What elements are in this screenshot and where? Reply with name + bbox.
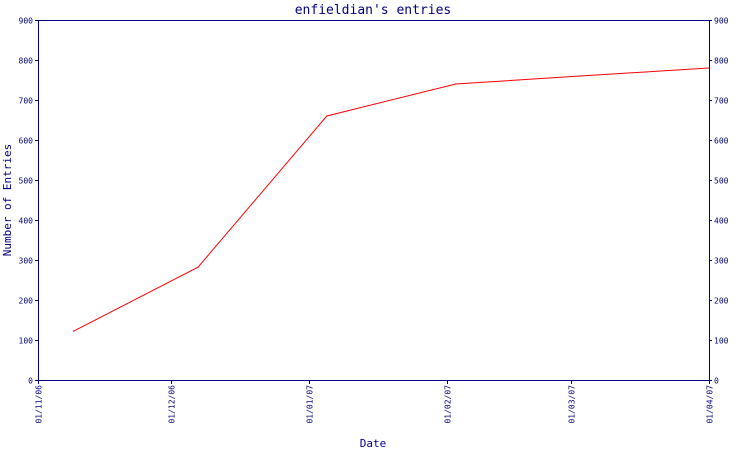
y-tick-label-left-8: 800 <box>19 57 34 66</box>
y-tick-label-right-0: 0 <box>714 377 719 386</box>
y-tick-label-left-5: 500 <box>19 177 34 186</box>
data-point-0-4 <box>579 75 581 77</box>
series-group <box>72 67 710 332</box>
y-tick-label-left-6: 600 <box>19 137 34 146</box>
y-tick-label-left-7: 700 <box>19 97 34 106</box>
y-tick-label-left-0: 0 <box>28 377 33 386</box>
y-tick-label-left-3: 300 <box>19 257 34 266</box>
data-point-0-0 <box>72 330 75 332</box>
x-tick-label-3: 01/02/07 <box>444 385 453 424</box>
x-tick-label-0: 01/11/06 <box>35 385 44 424</box>
x-tick-label-4: 01/03/07 <box>568 385 577 424</box>
y-axis-right: 0 100 200 300 400 500 600 700 800 900 <box>709 17 729 386</box>
y-tick-label-right-5: 500 <box>714 177 729 186</box>
y-tick-label-left-2: 200 <box>19 297 34 306</box>
y-tick-label-right-6: 600 <box>714 137 729 146</box>
data-point-0-2 <box>326 115 328 117</box>
x-tick-label-2: 01/01/07 <box>306 385 315 424</box>
y-tick-label-right-8: 800 <box>714 57 729 66</box>
plot-frame <box>38 20 710 381</box>
y-axis-left: 0 100 200 300 400 500 600 700 800 900 <box>19 17 38 386</box>
y-tick-label-right-4: 400 <box>714 217 729 226</box>
y-tick-label-right-3: 300 <box>714 257 729 266</box>
data-point-0-5 <box>708 67 710 69</box>
chart-title: enfieldian's entries <box>295 3 452 18</box>
y-tick-label-left-9: 900 <box>19 17 34 26</box>
x-tick-label-5: 01/04/07 <box>706 385 715 424</box>
y-tick-label-right-9: 900 <box>714 17 729 26</box>
y-tick-label-left-1: 100 <box>19 337 34 346</box>
y-tick-label-right-2: 200 <box>714 297 729 306</box>
y-tick-label-right-7: 700 <box>714 97 729 106</box>
series-line-0 <box>73 67 710 332</box>
y-axis-label: Number of Entries <box>1 144 14 257</box>
y-tick-label-left-4: 400 <box>19 217 34 226</box>
x-axis-label: Date <box>360 437 387 450</box>
data-point-0-1 <box>197 266 199 268</box>
y-tick-label-right-1: 100 <box>714 337 729 346</box>
data-point-0-3 <box>455 83 457 85</box>
x-tick-label-1: 01/12/06 <box>168 385 177 424</box>
x-axis: 01/11/06 01/12/06 01/01/07 01/02/07 01/03/07… <box>35 380 715 424</box>
